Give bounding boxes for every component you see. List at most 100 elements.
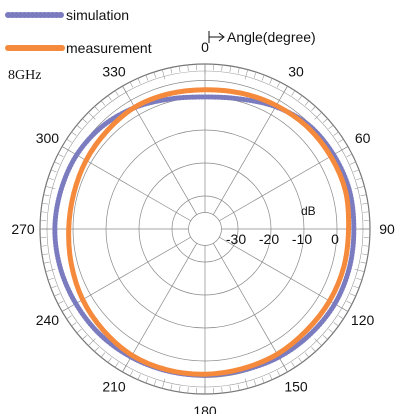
degree-tick [253,380,257,387]
degree-tick [137,374,141,380]
degree-tick [261,74,265,81]
degree-tick [261,377,265,384]
degree-tick [237,67,240,74]
degree-tick [221,64,223,71]
legend-label-simulation: simulation [66,7,129,23]
degree-tick [41,253,49,256]
spoke-120 [219,236,349,312]
degree-tick [291,90,296,96]
degree-tick [66,138,72,143]
degree-tick [253,71,257,78]
degree-tick [356,277,363,281]
degree-tick [311,106,316,112]
degree-tick [129,370,134,377]
degree-tick [363,245,370,247]
degree-tick [170,67,173,74]
degree-tick [57,153,64,158]
degree-tick [137,78,141,84]
degree-tick [356,177,363,181]
degree-tick [311,346,316,352]
degree-tick [114,90,119,96]
degree-tick [291,362,296,368]
degree-tick [153,71,157,78]
degree-tick [94,106,99,112]
spoke-150 [212,243,288,373]
degree-tick [47,277,54,281]
degree-tick [178,385,181,393]
degree-tick [304,352,310,358]
angle-tick-label: 120 [351,312,375,328]
degree-tick [57,300,64,305]
degree-tick [66,315,72,320]
degree-tick [54,161,60,165]
angle-tick-label: 90 [379,221,395,237]
degree-tick [314,338,322,346]
radial-tick-label: -30 [226,231,246,247]
angle-tick-label: 150 [284,379,308,395]
degree-tick [333,131,339,136]
degree-tick [47,177,54,181]
degree-tick [94,346,99,352]
degree-tick [82,335,88,340]
degree-tick [187,64,189,71]
degree-tick [45,268,56,272]
degree-tick [162,69,166,80]
degree-tick [45,186,56,190]
degree-tick [353,285,360,289]
radial-tick-label: -10 [292,231,312,247]
angle-tick-label: 210 [102,379,126,395]
degree-tick [221,387,223,394]
angle-tick-label: 180 [193,403,217,414]
degree-tick [76,124,82,130]
degree-tick [244,69,248,80]
tick-labels: 0 30 60 90 120 150 180 210 240 270 300 330 -30 -20 -10… [11,39,395,414]
degree-tick [322,118,328,123]
spoke-60 [219,146,349,222]
degree-tick [276,81,281,88]
angle-tick-label: 330 [102,63,126,79]
angle-tick-label: 0 [201,39,209,55]
degree-tick [178,65,181,73]
legend: simulation measurement [5,7,152,56]
degree-tick [298,357,303,363]
angle-axis-title: Angle(degree) [227,29,316,45]
degree-tick [360,261,367,264]
degree-tick [354,268,365,272]
degree-tick [54,293,60,297]
degree-tick [50,285,57,289]
degree-tick [229,385,232,393]
degree-tick [304,100,310,106]
degree-tick [187,387,189,394]
degree-tick [129,81,134,88]
degree-tick [41,202,49,205]
radial-tick-label: -20 [259,231,279,247]
degree-tick [338,138,344,143]
degree-tick [350,293,356,297]
angle-tick-label: 240 [36,312,60,328]
polar-grid [39,63,371,395]
degree-tick [276,370,281,377]
radial-tick-label: 0 [331,231,339,247]
degree-tick [354,186,365,190]
degree-tick [298,95,303,101]
degree-tick [269,78,273,84]
degree-tick [100,100,106,106]
degree-tick [40,245,47,247]
degree-tick [360,194,367,197]
degree-tick [170,384,173,391]
degree-tick [88,338,96,346]
degree-tick [71,322,77,327]
degree-tick [40,211,47,213]
degree-tick [229,65,232,73]
degree-tick [114,362,119,368]
degree-tick [328,328,334,334]
degree-tick [314,112,322,120]
degree-tick [322,335,328,340]
degree-tick [237,384,240,391]
angle-tick-label: 60 [355,130,371,146]
radial-unit-label: dB [301,204,316,218]
degree-tick [88,112,96,120]
degree-tick [338,315,344,320]
degree-tick [50,169,57,173]
